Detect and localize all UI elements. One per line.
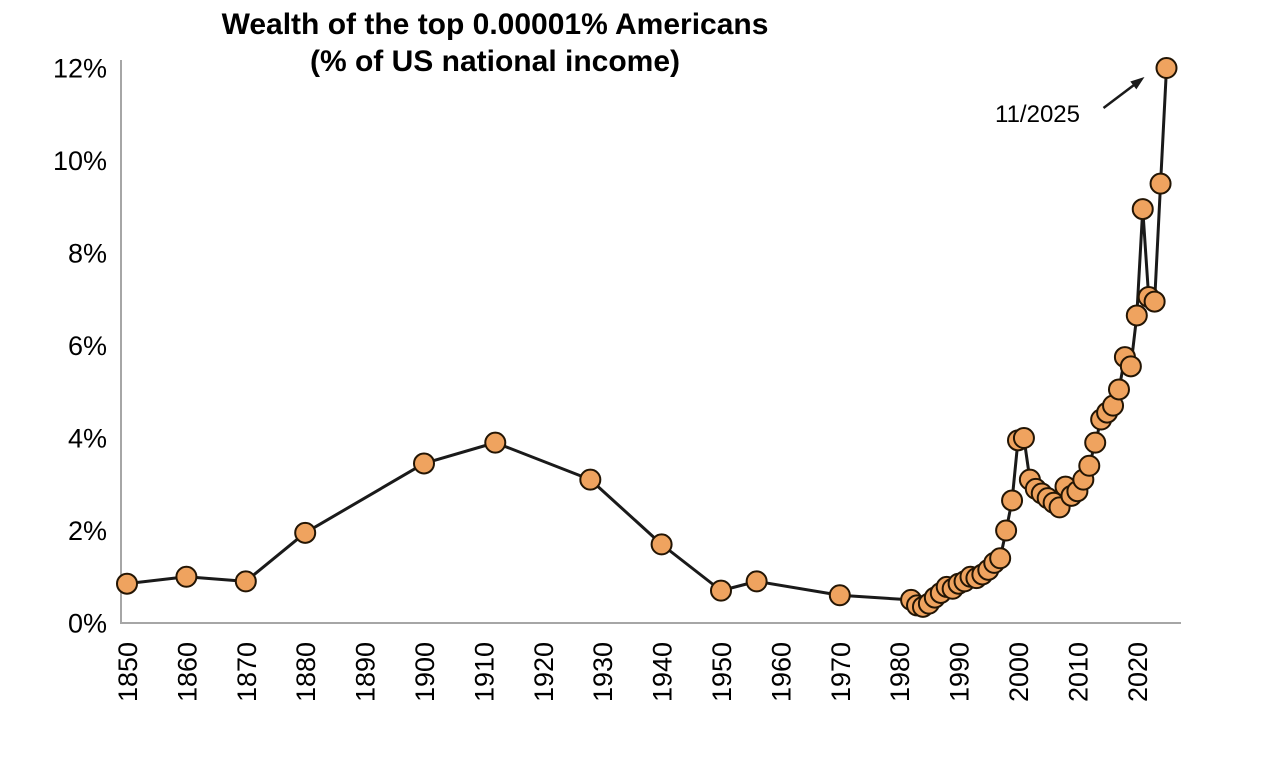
chart-title-line2: (% of US national income) xyxy=(309,45,681,78)
x-tick-label: 1910 xyxy=(469,642,499,702)
data-point xyxy=(1131,198,1154,221)
data-point xyxy=(1125,304,1148,327)
x-tick-label: 1860 xyxy=(172,642,202,702)
x-tick-label: 1990 xyxy=(945,642,975,702)
annotation-arrow-head xyxy=(1130,77,1145,90)
data-point xyxy=(828,584,851,607)
x-tick-label: 1960 xyxy=(766,642,796,702)
data-point xyxy=(1155,57,1178,79)
annotation-label: 11/2025 xyxy=(995,101,1080,128)
data-point xyxy=(745,570,768,593)
data-point xyxy=(1143,290,1166,313)
y-tick-label: 10% xyxy=(53,146,107,176)
data-point xyxy=(710,579,732,602)
y-tick-label: 2% xyxy=(68,516,107,546)
x-tick-label: 1870 xyxy=(232,642,262,702)
data-point xyxy=(1119,355,1142,378)
y-tick-label: 12% xyxy=(53,54,107,84)
x-tick-label: 1920 xyxy=(529,642,559,702)
data-point xyxy=(1001,489,1024,512)
x-tick-label: 1890 xyxy=(351,642,381,702)
chart-title: Wealth of the top 0.00001% Americans (% … xyxy=(140,6,850,80)
data-point xyxy=(1149,172,1172,195)
data-point xyxy=(116,572,138,595)
x-tick-label: 1900 xyxy=(410,642,440,702)
data-point xyxy=(579,468,602,491)
y-tick-label: 0% xyxy=(68,609,107,639)
x-tick-label: 1980 xyxy=(885,642,915,702)
data-point xyxy=(294,521,317,544)
y-tick-label: 6% xyxy=(68,331,107,361)
data-point xyxy=(1012,427,1035,449)
x-tick-label: 2000 xyxy=(1004,642,1034,702)
data-point xyxy=(995,519,1018,542)
y-tick-label: 4% xyxy=(68,424,107,454)
data-point xyxy=(484,431,507,454)
data-point xyxy=(650,533,673,556)
data-point xyxy=(234,570,257,593)
data-point xyxy=(1084,431,1107,454)
data-point xyxy=(1078,454,1101,477)
data-point xyxy=(413,452,435,475)
x-tick-label: 2010 xyxy=(1063,642,1093,702)
chart-title-line1: Wealth of the top 0.00001% Americans xyxy=(221,8,769,41)
x-tick-label: 1950 xyxy=(707,642,737,702)
y-tick-label: 8% xyxy=(68,239,107,269)
data-point xyxy=(989,547,1012,570)
data-point xyxy=(1107,378,1130,401)
x-tick-label: 2020 xyxy=(1123,642,1153,702)
x-tick-label: 1880 xyxy=(291,642,321,702)
data-point xyxy=(175,565,198,588)
x-tick-label: 1930 xyxy=(588,642,618,702)
x-tick-label: 1940 xyxy=(648,642,678,702)
annotation-arrow-line xyxy=(1102,80,1139,109)
x-tick-label: 1970 xyxy=(826,642,856,702)
x-tick-label: 1850 xyxy=(113,642,143,702)
